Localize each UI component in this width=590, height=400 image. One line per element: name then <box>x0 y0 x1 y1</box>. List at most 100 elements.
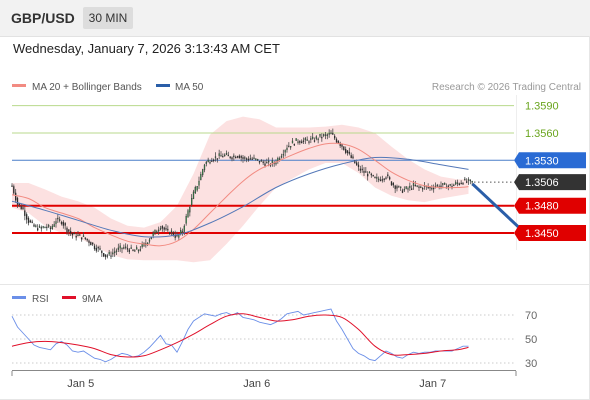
candle <box>260 159 262 162</box>
ma9-legend-swatch <box>62 296 76 299</box>
candle <box>253 154 255 160</box>
candle <box>374 176 376 179</box>
candle <box>326 133 328 140</box>
candle <box>104 254 107 260</box>
candle <box>130 244 132 249</box>
time-tick-label: Jan 7 <box>419 378 446 390</box>
candle <box>225 150 228 156</box>
candle <box>128 248 130 254</box>
candle <box>400 186 402 191</box>
candle <box>33 223 35 228</box>
candle <box>273 160 275 167</box>
symbol-title: GBP/USD <box>11 10 75 26</box>
candle <box>238 154 240 159</box>
candle <box>330 130 332 135</box>
candle <box>82 231 85 237</box>
forecast-arrow-shaft <box>471 182 527 235</box>
chart-datetime: Wednesday, January 7, 2026 3:13:43 AM CE… <box>13 41 280 56</box>
candle <box>321 133 323 142</box>
candle <box>288 142 290 148</box>
candle <box>42 225 44 229</box>
ma20-legend-label: MA 20 + Bollinger Bands <box>32 82 142 93</box>
timeframe-button[interactable]: 30 MIN <box>83 7 133 29</box>
candle <box>240 154 242 162</box>
candle <box>302 137 305 144</box>
candle <box>205 161 207 167</box>
ma20-line <box>11 142 469 247</box>
candle <box>346 150 349 156</box>
candles <box>11 128 473 260</box>
candle <box>26 212 28 224</box>
candle <box>231 156 233 162</box>
candle <box>444 182 446 185</box>
candle <box>396 184 398 192</box>
candle <box>350 152 352 159</box>
candle <box>420 185 422 189</box>
candle <box>163 226 165 233</box>
candle <box>161 225 163 232</box>
candle <box>181 228 184 236</box>
candle <box>233 153 235 161</box>
candle <box>449 183 451 187</box>
candle <box>379 176 382 182</box>
level-label-resistance: 1.3590 <box>525 101 559 113</box>
candle <box>229 156 231 160</box>
candle <box>48 223 50 229</box>
candle <box>143 242 145 248</box>
candle <box>317 137 319 144</box>
rsi-legend: RSI 9MA <box>12 294 103 305</box>
candle <box>411 185 413 191</box>
candle <box>92 242 94 247</box>
rsi-tick-label: 70 <box>525 310 537 322</box>
candle <box>101 250 103 257</box>
candle <box>398 185 400 188</box>
candle <box>416 185 418 188</box>
candle <box>460 180 462 185</box>
candle <box>258 160 261 165</box>
candle <box>154 229 156 236</box>
level-label-resistance: 1.3560 <box>525 128 559 140</box>
candle <box>31 219 33 224</box>
candle <box>40 225 42 232</box>
moving-averages <box>11 142 469 247</box>
candle <box>156 229 158 234</box>
candle <box>38 224 41 228</box>
rsi-line <box>11 308 469 363</box>
candle <box>106 253 108 259</box>
candle <box>418 185 420 192</box>
candle <box>51 224 53 230</box>
candle <box>363 167 365 176</box>
candle <box>246 157 248 163</box>
candle <box>266 158 268 164</box>
candle <box>414 181 416 187</box>
level-lines <box>12 105 514 235</box>
candle <box>242 154 244 163</box>
candle <box>456 179 459 187</box>
rsi-legend-label: RSI <box>32 294 49 305</box>
candle <box>29 219 31 223</box>
candle <box>112 248 114 258</box>
candle <box>203 163 206 173</box>
candle <box>73 231 75 235</box>
candle <box>335 137 338 144</box>
candle <box>385 176 387 180</box>
candle <box>341 143 343 150</box>
rsi-tick-label: 50 <box>525 334 537 346</box>
candle <box>213 158 215 163</box>
candle <box>249 154 251 160</box>
candle <box>405 186 407 190</box>
candle <box>332 128 334 135</box>
candle <box>220 151 222 157</box>
candle <box>70 227 72 236</box>
candle <box>88 239 90 247</box>
candle <box>71 232 74 239</box>
level-label: 1.3480 <box>525 201 559 213</box>
candle <box>13 184 15 196</box>
candle <box>134 249 136 252</box>
candle <box>77 230 79 237</box>
rsi-legend-swatch <box>12 296 26 299</box>
candle <box>209 159 211 165</box>
candle <box>75 232 77 241</box>
candle <box>79 233 81 236</box>
